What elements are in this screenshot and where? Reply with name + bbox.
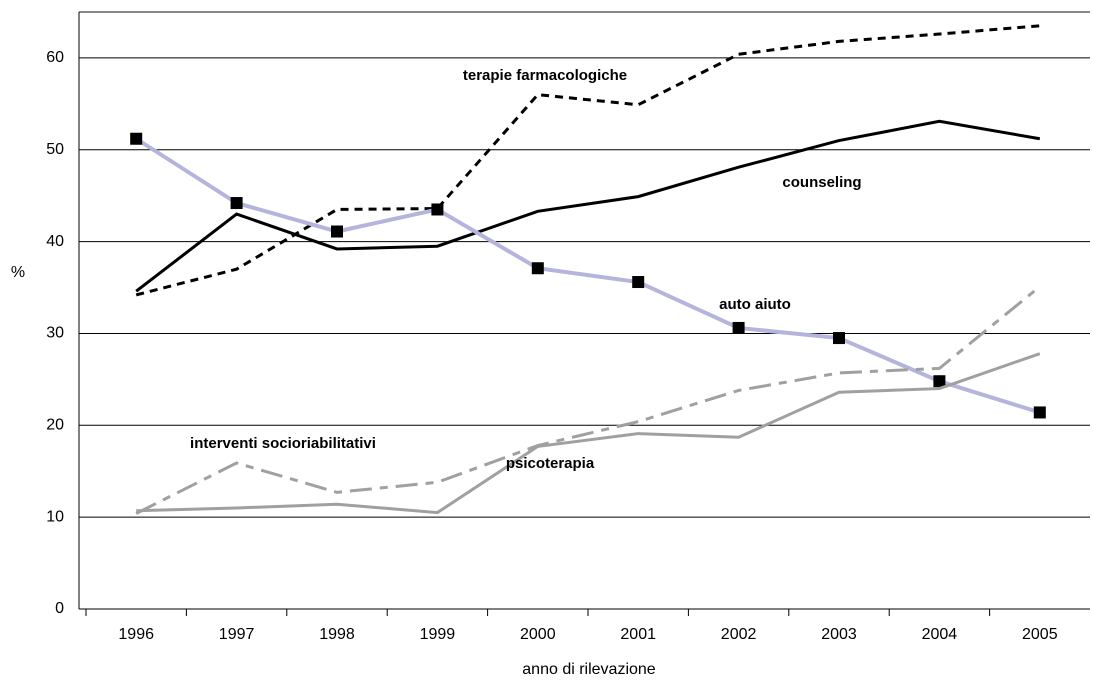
marker: [632, 276, 645, 289]
series-label: terapie farmacologiche: [463, 67, 627, 84]
series-line: [135, 24, 1040, 297]
marker: [431, 203, 444, 216]
x-tick-label: 1999: [420, 626, 456, 643]
y-tick-label: 60: [46, 49, 64, 66]
y-tick-label: 30: [46, 325, 64, 342]
series-label: psicoterapia: [506, 455, 595, 472]
x-tick-label: 2003: [821, 626, 857, 643]
x-tick-label: 2005: [1022, 626, 1058, 643]
x-axis-label: anno di rilevazione: [522, 661, 656, 678]
series-label: interventi socioriabilitativi: [190, 435, 376, 452]
y-tick-label: 40: [46, 233, 64, 250]
series-line: [135, 119, 1041, 293]
x-tick-label: 1997: [219, 626, 255, 643]
marker: [331, 225, 343, 238]
y-tick-label: 20: [46, 417, 64, 434]
y-axis-label: %: [11, 264, 25, 281]
y-tick-label: 0: [55, 600, 64, 617]
series-line: [135, 285, 1041, 515]
x-tick-label: 2002: [721, 626, 757, 643]
x-tick-label: 2004: [922, 626, 958, 643]
marker: [230, 197, 243, 210]
series-label: auto aiuto: [719, 296, 791, 313]
x-tick-label: 1996: [118, 626, 154, 643]
y-tick-label: 10: [46, 508, 64, 525]
marker: [833, 332, 845, 345]
marker: [933, 375, 946, 388]
marker: [531, 262, 544, 275]
series-line: [136, 352, 1041, 515]
y-tick-label: 50: [46, 141, 64, 158]
x-tick-label: 2000: [520, 626, 556, 643]
series-label: counseling: [782, 174, 861, 191]
marker: [732, 321, 745, 334]
marker: [1033, 406, 1046, 419]
series-line: [135, 137, 1041, 415]
x-tick-label: 1998: [319, 626, 355, 643]
marker: [130, 132, 143, 145]
x-tick-label: 2001: [620, 626, 656, 643]
